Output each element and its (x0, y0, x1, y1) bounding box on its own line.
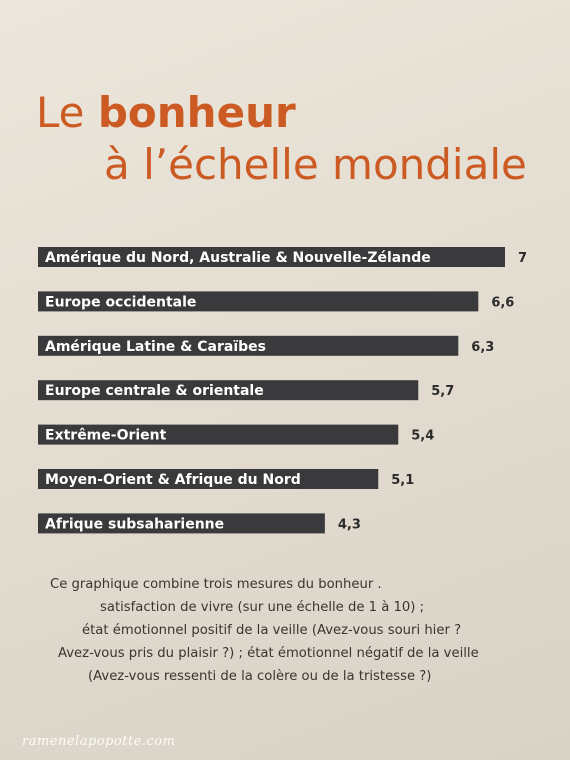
caption-line: satisfaction de vivre (sur une échelle d… (100, 600, 425, 615)
bar-label: Amérique Latine & Caraïbes (45, 339, 266, 355)
caption-line: (Avez-vous ressenti de la colère ou de l… (88, 669, 432, 684)
data-label: 5,7 (431, 384, 454, 399)
data-label: 7 (518, 251, 527, 266)
bar-label: Moyen-Orient & Afrique du Nord (45, 472, 301, 488)
bar (38, 424, 399, 445)
page-title-line-1: Le bonheur (36, 92, 296, 134)
title-bold-word: bonheur (97, 88, 296, 137)
caption-line: Ce graphique combine trois mesures du bo… (50, 577, 382, 592)
bar (38, 513, 325, 534)
data-label: 6,3 (471, 340, 494, 355)
bar-label: Europe occidentale (45, 294, 196, 310)
caption-line: Avez-vous pris du plaisir ?) ; état émot… (58, 646, 479, 661)
watermark: ramenelapopotte.com (22, 734, 176, 749)
bar (38, 380, 419, 401)
bar-chart: Amérique du Nord, Australie & Nouvelle-Z… (38, 247, 527, 534)
bar-label: Extrême-Orient (45, 428, 167, 444)
bar (38, 291, 479, 312)
caption-line: état émotionnel positif de la veille (Av… (82, 623, 462, 638)
page-title-line-2: à l’échelle mondiale (104, 140, 527, 189)
data-label: 5,4 (411, 429, 434, 444)
data-label: 6,6 (491, 295, 514, 310)
bar (38, 335, 459, 356)
bar-label: Amérique du Nord, Australie & Nouvelle-Z… (45, 250, 431, 266)
bar-label: Afrique subsaharienne (45, 516, 224, 532)
data-label: 5,1 (391, 473, 414, 488)
bar-label: Europe centrale & orientale (45, 383, 264, 399)
title-prefix: Le (36, 88, 98, 137)
bar (38, 247, 505, 267)
data-label: 4,3 (338, 517, 361, 532)
bar (38, 469, 379, 489)
